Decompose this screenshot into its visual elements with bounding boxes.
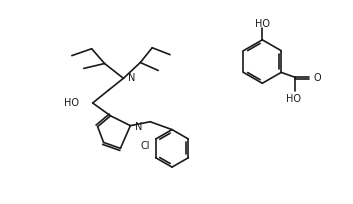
Text: N: N	[128, 73, 136, 83]
Text: N: N	[135, 121, 143, 131]
Text: HO: HO	[255, 19, 270, 29]
Text: Cl: Cl	[140, 140, 150, 150]
Text: HO: HO	[286, 94, 301, 104]
Text: HO: HO	[64, 98, 79, 108]
Text: O: O	[314, 73, 322, 83]
